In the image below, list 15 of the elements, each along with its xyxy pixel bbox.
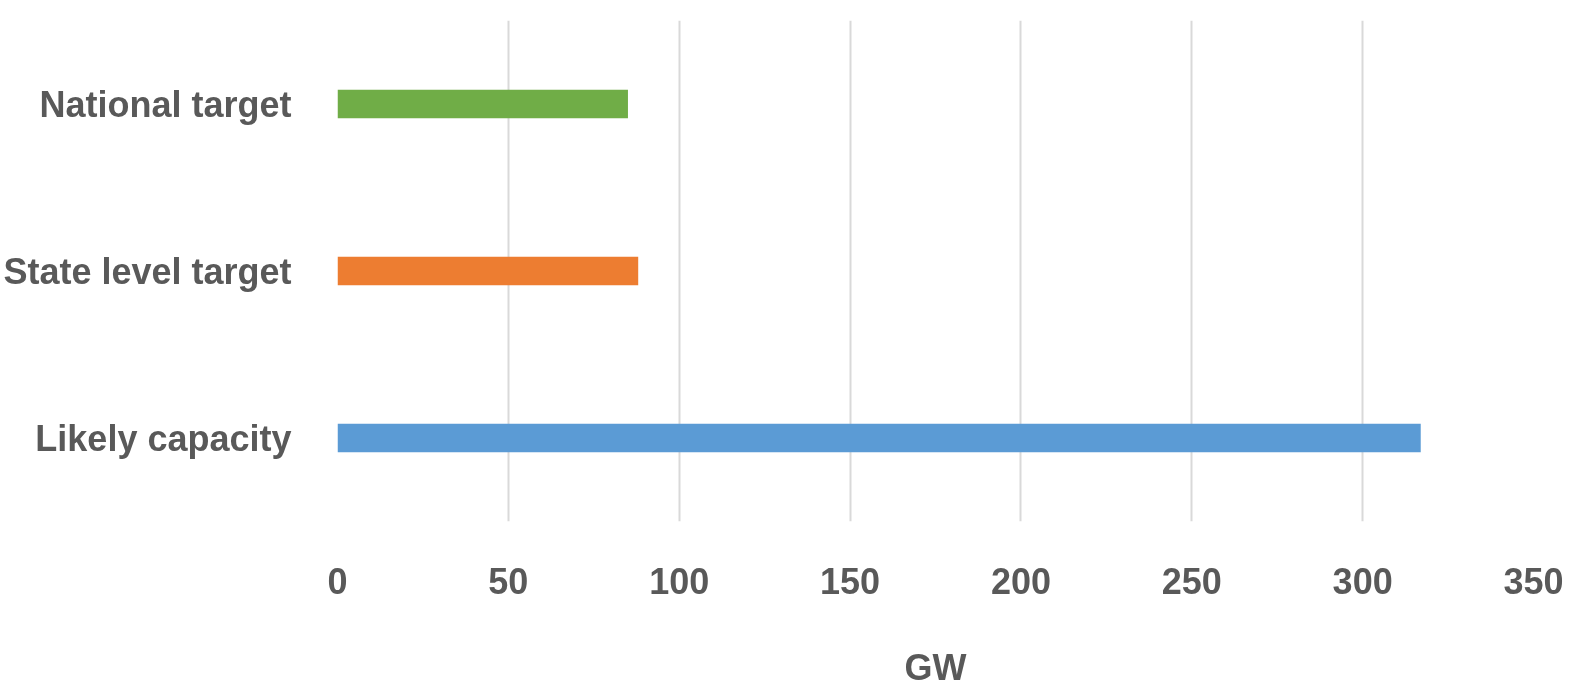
x-tick-label: 250: [1161, 560, 1222, 602]
y-tick-label: State level target: [3, 250, 292, 292]
x-tick-label: 350: [1503, 560, 1564, 602]
x-tick-label: 300: [1332, 560, 1393, 602]
x-tick-label: 50: [488, 560, 529, 602]
bar: [337, 423, 1421, 453]
x-tick-label: 150: [820, 560, 881, 602]
x-tick-label: 200: [990, 560, 1051, 602]
bar: [337, 89, 628, 119]
x-tick-label: 100: [649, 560, 710, 602]
y-tick-label: Likely capacity: [35, 417, 292, 459]
x-tick-label: 0: [327, 560, 348, 602]
y-tick-label: National target: [39, 83, 292, 125]
bar: [337, 256, 639, 286]
x-axis-title: GW: [904, 646, 967, 688]
